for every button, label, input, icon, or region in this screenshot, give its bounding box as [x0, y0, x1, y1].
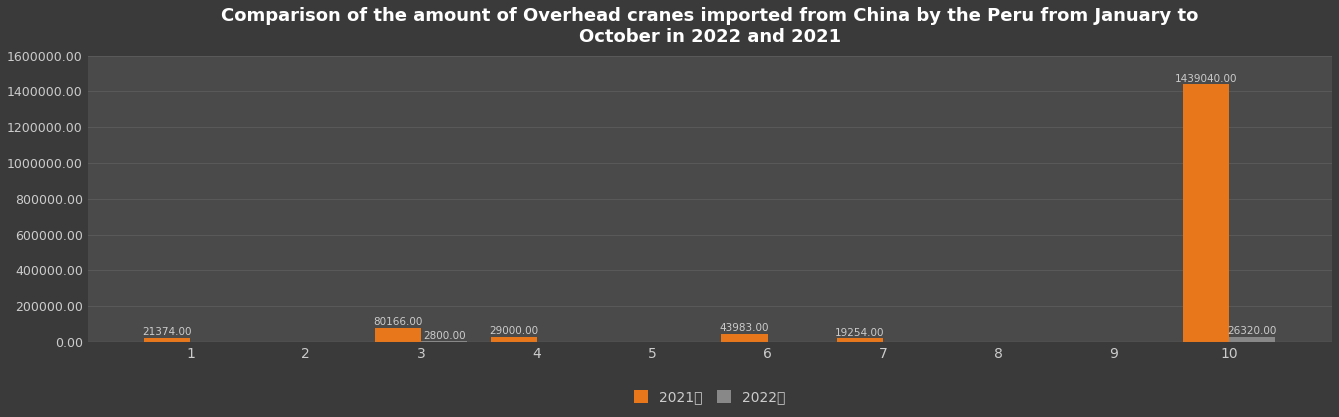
Bar — [490, 337, 537, 342]
Text: 26320.00: 26320.00 — [1228, 327, 1277, 337]
Text: 80166.00: 80166.00 — [374, 317, 423, 327]
Text: 19254.00: 19254.00 — [836, 328, 885, 338]
Legend: 2021年, 2022年: 2021年, 2022年 — [628, 383, 793, 411]
Title: Comparison of the amount of Overhead cranes imported from China by the Peru from: Comparison of the amount of Overhead cra… — [221, 7, 1198, 46]
Text: 43983.00: 43983.00 — [720, 323, 769, 333]
Text: 29000.00: 29000.00 — [489, 326, 538, 336]
Text: 21374.00: 21374.00 — [142, 327, 191, 337]
Bar — [1229, 337, 1276, 342]
Text: 2800.00: 2800.00 — [423, 331, 466, 341]
Bar — [145, 338, 190, 342]
Bar — [1184, 84, 1229, 342]
Bar — [375, 328, 422, 342]
Bar — [837, 339, 882, 342]
Text: 1439040.00: 1439040.00 — [1176, 73, 1237, 83]
Bar — [722, 334, 767, 342]
